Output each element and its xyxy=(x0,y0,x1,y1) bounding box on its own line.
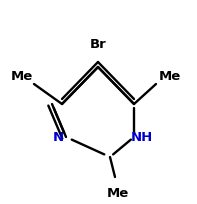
Text: Me: Me xyxy=(11,70,33,83)
Text: N: N xyxy=(52,131,64,144)
Text: Me: Me xyxy=(107,187,129,200)
Text: Br: Br xyxy=(90,38,106,51)
Text: Me: Me xyxy=(159,70,181,83)
Text: NH: NH xyxy=(131,131,153,144)
